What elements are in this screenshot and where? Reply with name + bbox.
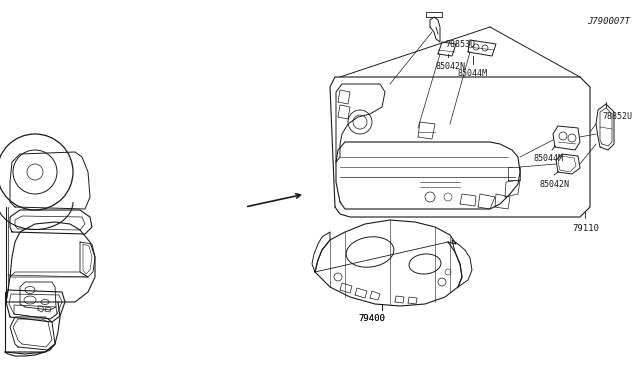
- Text: 85042N: 85042N: [435, 62, 465, 71]
- Text: 79110: 79110: [572, 224, 599, 233]
- Text: 78853U: 78853U: [445, 40, 475, 49]
- Text: 79400: 79400: [358, 314, 385, 323]
- Text: 85042N: 85042N: [539, 180, 569, 189]
- Text: 85044M: 85044M: [458, 69, 488, 78]
- Text: J790007T: J790007T: [587, 17, 630, 26]
- Text: 85044M: 85044M: [534, 154, 564, 163]
- Text: 79400: 79400: [358, 314, 385, 323]
- Text: 78852U: 78852U: [602, 112, 632, 121]
